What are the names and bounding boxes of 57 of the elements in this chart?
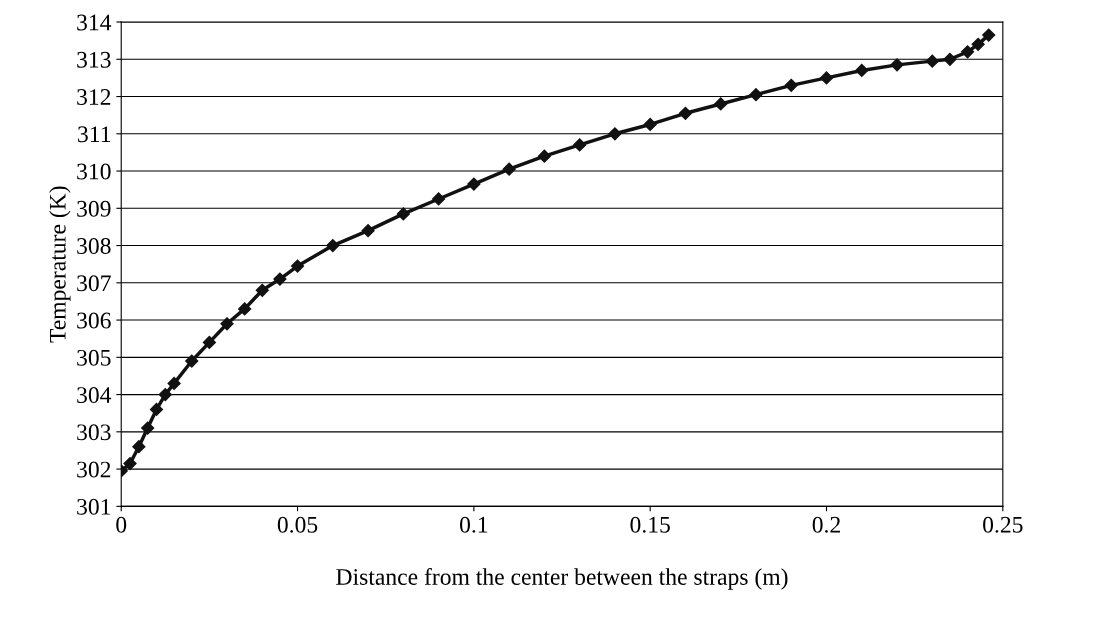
- y-axis-title: Temperature (K): [49, 186, 71, 343]
- x-tick-label: 0.25: [983, 516, 1023, 533]
- point: [361, 224, 375, 238]
- point: [537, 149, 551, 163]
- point: [925, 54, 939, 68]
- y-tick-label: 308: [77, 238, 111, 254]
- point: [502, 162, 516, 176]
- point: [943, 52, 957, 66]
- point: [678, 106, 693, 120]
- point: [202, 335, 216, 350]
- point: [714, 97, 728, 111]
- point: [123, 456, 137, 471]
- point: [608, 127, 622, 141]
- x-tick-label: 0.1: [460, 516, 488, 533]
- point: [238, 302, 252, 316]
- point: [982, 28, 996, 42]
- point: [273, 272, 287, 286]
- point: [149, 402, 164, 417]
- point: [141, 421, 155, 435]
- y-tick-label: 303: [77, 424, 111, 441]
- y-tick-label: 313: [77, 51, 111, 68]
- point: [573, 138, 587, 152]
- point: [220, 317, 234, 331]
- x-tick-label: 0.05: [277, 516, 318, 533]
- x-axis-title: Distance from the center between the straps (m): [336, 568, 788, 590]
- point: [749, 88, 763, 102]
- point: [855, 63, 869, 78]
- point: [467, 177, 481, 191]
- point: [960, 45, 975, 59]
- point: [326, 238, 340, 253]
- y-tick-label: 309: [77, 200, 111, 217]
- point: [971, 37, 985, 51]
- point: [255, 283, 269, 297]
- point: [290, 259, 305, 273]
- point: [819, 71, 834, 85]
- point: [643, 117, 657, 132]
- point: [185, 354, 199, 368]
- y-tick-label: 310: [77, 163, 111, 180]
- x-tick-label: 0: [116, 516, 127, 533]
- point: [167, 376, 181, 390]
- y-tick-label: 305: [77, 349, 111, 366]
- y-tick-label: 301: [77, 498, 111, 515]
- y-tick-label: 306: [77, 312, 111, 329]
- x-tick-label: 0.2: [812, 516, 840, 533]
- point: [890, 58, 904, 72]
- point: [158, 387, 172, 402]
- point: [396, 207, 410, 221]
- y-tick-label: 311: [78, 126, 111, 143]
- y-tick-label: 314: [77, 14, 112, 31]
- y-tick-label: 307: [77, 275, 111, 292]
- point: [132, 440, 146, 454]
- y-tick-label: 302: [77, 461, 111, 478]
- x-tick-label: 0.15: [630, 516, 670, 533]
- y-tick-label: 304: [77, 387, 112, 403]
- point: [784, 78, 798, 92]
- point: [432, 192, 446, 206]
- y-tick-label: 312: [77, 89, 111, 105]
